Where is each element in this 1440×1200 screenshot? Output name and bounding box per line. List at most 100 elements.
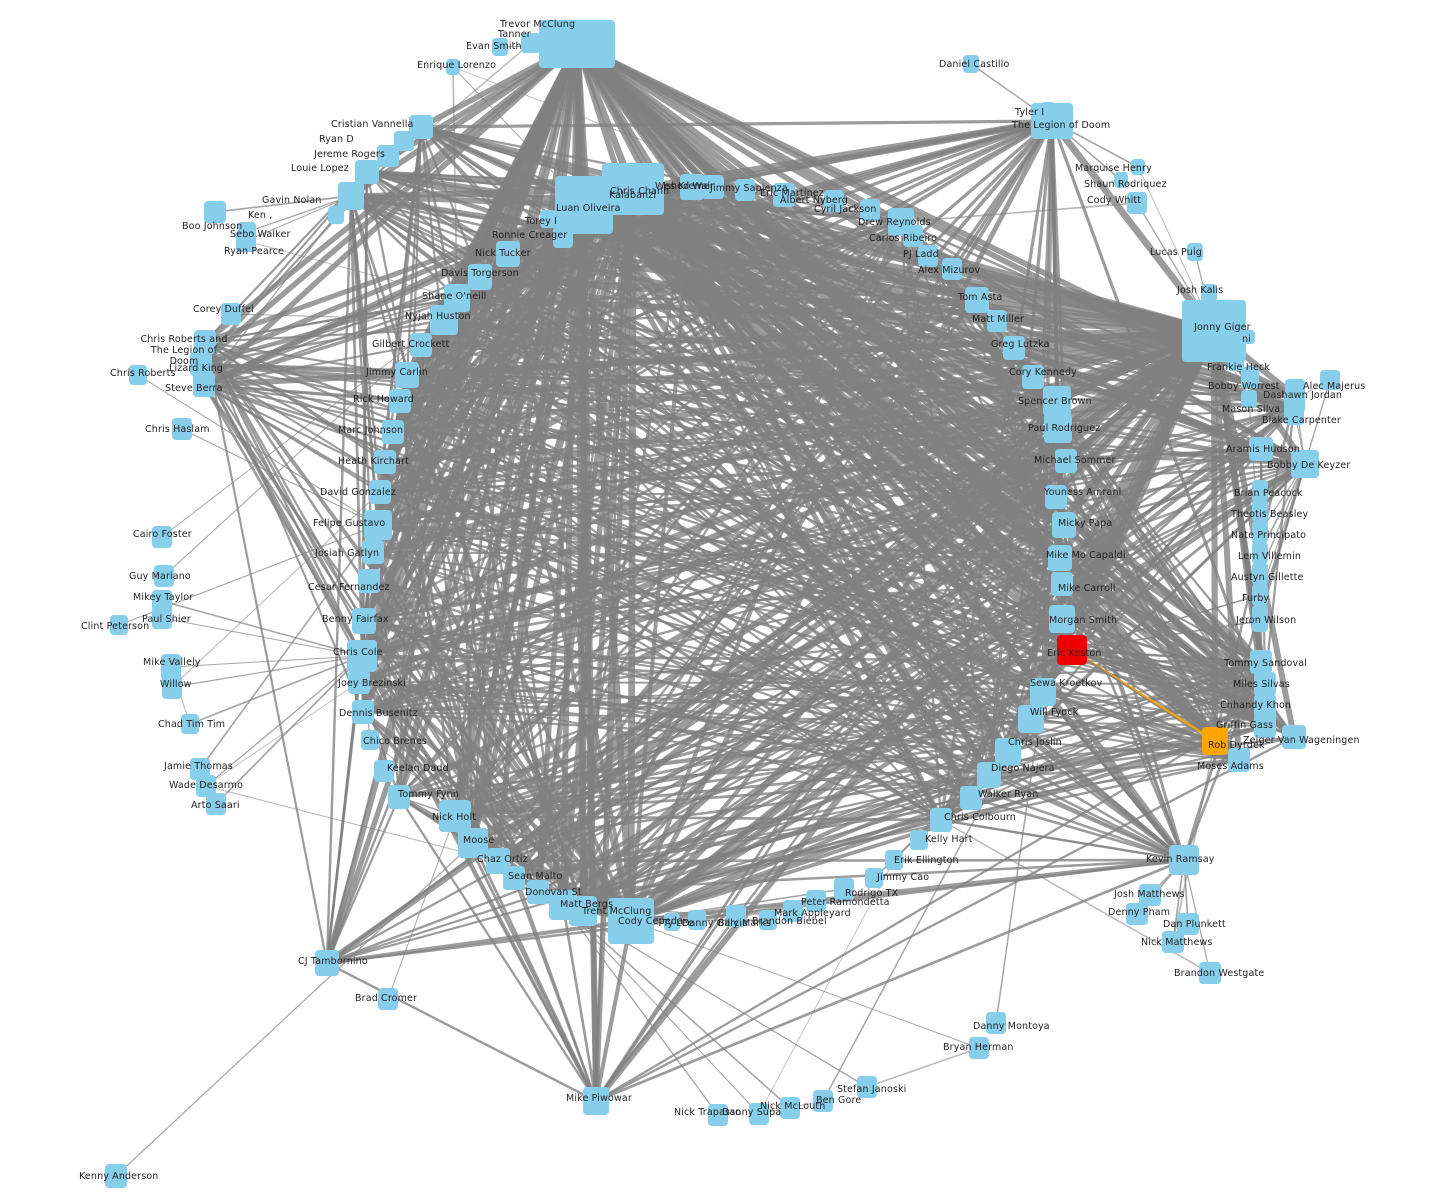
- graph-node[interactable]: [888, 208, 914, 236]
- graph-node[interactable]: [702, 175, 724, 199]
- graph-node[interactable]: [1187, 243, 1203, 261]
- graph-node[interactable]: [1031, 103, 1073, 139]
- graph-node[interactable]: [374, 450, 396, 474]
- graph-node[interactable]: [190, 758, 210, 780]
- graph-node[interactable]: [995, 738, 1021, 766]
- graph-node[interactable]: [1243, 330, 1255, 344]
- graph-node[interactable]: [1052, 512, 1076, 538]
- graph-node[interactable]: [152, 526, 172, 548]
- graph-node[interactable]: [348, 670, 370, 694]
- graph-node[interactable]: [612, 182, 638, 210]
- graph-node[interactable]: [458, 828, 488, 858]
- graph-node[interactable]: [824, 190, 844, 212]
- graph-node[interactable]: [389, 389, 411, 413]
- graph-node[interactable]: [374, 760, 394, 782]
- graph-node[interactable]: [378, 988, 398, 1010]
- graph-node[interactable]: [338, 182, 364, 210]
- graph-node[interactable]: [1252, 521, 1268, 543]
- graph-node[interactable]: [521, 33, 541, 53]
- graph-node[interactable]: [885, 850, 903, 870]
- graph-node[interactable]: [430, 305, 458, 335]
- graph-node[interactable]: [780, 1097, 800, 1119]
- graph-node[interactable]: [347, 640, 377, 672]
- graph-node[interactable]: [1254, 672, 1276, 696]
- graph-node[interactable]: [1048, 545, 1072, 571]
- graph-node[interactable]: [1055, 449, 1077, 473]
- graph-node[interactable]: [382, 420, 404, 444]
- graph-node[interactable]: [1127, 192, 1147, 214]
- graph-node[interactable]: [664, 913, 680, 931]
- graph-node[interactable]: [1254, 694, 1276, 718]
- graph-node[interactable]: [963, 55, 979, 73]
- graph-node[interactable]: [918, 245, 938, 267]
- graph-node[interactable]: [1182, 300, 1246, 362]
- graph-node[interactable]: [1030, 678, 1056, 706]
- graph-node[interactable]: [1022, 365, 1044, 389]
- graph-node[interactable]: [708, 1104, 728, 1126]
- graph-node[interactable]: [503, 866, 525, 890]
- graph-node[interactable]: [1199, 962, 1221, 984]
- graph-node[interactable]: [161, 654, 181, 680]
- graph-node[interactable]: [813, 1090, 833, 1112]
- graph-node[interactable]: [1241, 367, 1259, 389]
- graph-node[interactable]: [1252, 480, 1268, 502]
- graph-node[interactable]: [860, 199, 880, 221]
- graph-node[interactable]: [942, 258, 962, 280]
- graph-node[interactable]: [1169, 845, 1199, 875]
- graph-node[interactable]: [960, 786, 982, 810]
- graph-node[interactable]: [977, 762, 1001, 788]
- graph-node[interactable]: [361, 730, 379, 750]
- graph-node[interactable]: [1131, 159, 1145, 175]
- graph-node[interactable]: [196, 775, 216, 797]
- graph-node[interactable]: [129, 365, 147, 385]
- graph-node[interactable]: [1241, 390, 1257, 408]
- graph-node[interactable]: [540, 210, 556, 228]
- graph-node[interactable]: [181, 714, 199, 734]
- graph-node[interactable]: [773, 183, 795, 207]
- graph-node[interactable]: [1249, 437, 1273, 461]
- graph-node[interactable]: [865, 868, 883, 888]
- graph-node[interactable]: [539, 20, 615, 68]
- graph-node[interactable]: [527, 880, 549, 904]
- graph-node[interactable]: [569, 896, 597, 926]
- graph-node[interactable]: [1250, 650, 1272, 674]
- graph-node[interactable]: [1252, 610, 1268, 632]
- graph-node[interactable]: [328, 206, 344, 224]
- graph-node[interactable]: [583, 1087, 609, 1115]
- graph-node[interactable]: [152, 590, 172, 612]
- graph-node[interactable]: [362, 540, 384, 564]
- graph-node[interactable]: [857, 1076, 877, 1098]
- graph-node[interactable]: [388, 785, 410, 809]
- graph-node[interactable]: [1003, 336, 1025, 360]
- graph-node[interactable]: [1057, 635, 1087, 665]
- graph-node[interactable]: [834, 878, 854, 900]
- graph-node[interactable]: [735, 179, 755, 201]
- graph-node[interactable]: [394, 131, 414, 151]
- graph-node[interactable]: [1291, 450, 1319, 478]
- graph-node[interactable]: [377, 145, 399, 167]
- graph-node[interactable]: [492, 38, 508, 56]
- graph-node[interactable]: [910, 830, 928, 850]
- graph-node[interactable]: [986, 1012, 1006, 1034]
- graph-node[interactable]: [1228, 353, 1244, 371]
- graph-node[interactable]: [688, 910, 706, 930]
- graph-node[interactable]: [1252, 542, 1268, 564]
- graph-node[interactable]: [221, 303, 241, 325]
- graph-node[interactable]: [105, 1164, 127, 1188]
- graph-node[interactable]: [110, 615, 128, 635]
- graph-node[interactable]: [759, 910, 777, 930]
- graph-node[interactable]: [162, 675, 182, 699]
- graph-node[interactable]: [1114, 172, 1128, 188]
- graph-node[interactable]: [193, 373, 215, 397]
- graph-node[interactable]: [726, 905, 746, 927]
- graph-node[interactable]: [1044, 413, 1072, 443]
- graph-node[interactable]: [1201, 284, 1217, 302]
- graph-node[interactable]: [965, 287, 989, 313]
- graph-node[interactable]: [1051, 572, 1073, 596]
- graph-node[interactable]: [608, 898, 654, 944]
- graph-node[interactable]: [410, 333, 432, 357]
- graph-node[interactable]: [1177, 913, 1199, 935]
- graph-node[interactable]: [236, 230, 256, 252]
- graph-node[interactable]: [206, 793, 226, 815]
- graph-node[interactable]: [154, 565, 174, 587]
